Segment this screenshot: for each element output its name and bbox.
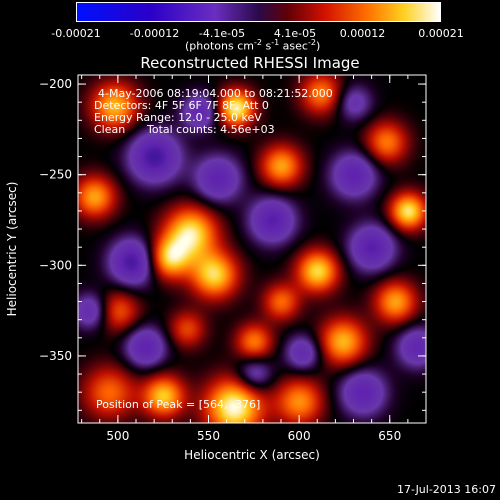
colorbar-tick: 4.1e-05 xyxy=(273,27,317,40)
x-tick-label: 550 xyxy=(197,429,220,443)
colorbar-tick: -4.1e-05 xyxy=(198,27,246,40)
colorbar-unit-label: (photons cm-2 s-1 asec-2) xyxy=(185,38,321,53)
y-tick-label: −350 xyxy=(39,349,72,363)
x-axis-label: Heliocentric X (arcsec) xyxy=(184,448,320,462)
colorbar xyxy=(76,2,441,22)
annotation-peak: Position of Peak = [564, -376] xyxy=(96,398,261,411)
y-tick-label: −200 xyxy=(39,77,72,91)
colorbar-tick: -0.00021 xyxy=(51,27,101,40)
y-axis-label: Heliocentric Y (arcsec) xyxy=(5,181,19,317)
annotation-counts: Total counts: 4.56e+03 xyxy=(147,123,275,136)
annotation-method: Clean xyxy=(94,123,126,136)
footer-date: 17-Jul-2013 16:07 xyxy=(396,483,496,496)
y-tick-label: −250 xyxy=(39,168,72,182)
x-tick-label: 600 xyxy=(288,429,311,443)
annotation-energy: Energy Range: 12.0 - 25.0 keV xyxy=(94,111,262,124)
chart-title: Reconstructed RHESSI Image xyxy=(140,54,360,72)
annotation-time: 4-May-2006 08:19:04.000 to 08:21:52.000 xyxy=(98,87,333,100)
colorbar-tick: 0.00012 xyxy=(339,27,386,40)
heatmap-image xyxy=(78,75,426,423)
colorbar-tick: -0.00012 xyxy=(129,27,180,40)
plot-frame xyxy=(77,74,427,424)
x-tick-label: 500 xyxy=(106,429,129,443)
y-tick-label: −300 xyxy=(39,258,72,272)
x-tick-label: 650 xyxy=(378,429,401,443)
annotation-detectors: Detectors: 4F 5F 6F 7F 8F, Att 0 xyxy=(94,99,269,112)
colorbar-tick: 0.00021 xyxy=(418,27,464,40)
colorbar-ticks: -0.00021 -0.00012 -4.1e-05 4.1e-05 0.000… xyxy=(51,27,463,41)
